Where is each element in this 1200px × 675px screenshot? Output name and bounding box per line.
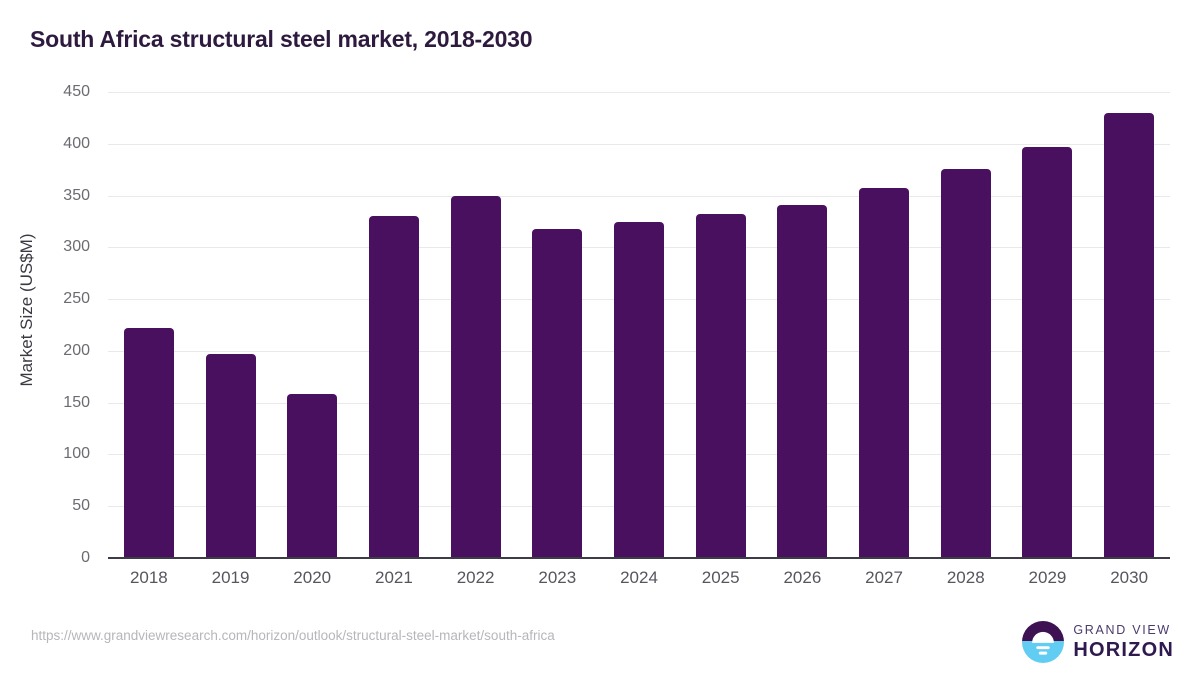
x-axis-tick-label: 2023 xyxy=(538,568,577,587)
y-axis-tick-label: 450 xyxy=(63,83,90,100)
logo-line-1: GRAND VIEW xyxy=(1073,623,1171,638)
x-axis-line xyxy=(108,557,1170,559)
x-axis-tick-label: 2029 xyxy=(1028,568,1067,587)
y-axis-tick-label: 100 xyxy=(63,445,90,463)
x-axis-tick-label: 2025 xyxy=(701,568,740,587)
bar-2018[interactable] xyxy=(123,328,174,558)
plot-area xyxy=(108,92,1170,559)
y-axis-tick-label: 300 xyxy=(63,238,90,256)
gridline xyxy=(108,143,1170,145)
bar-2020[interactable] xyxy=(287,394,338,558)
logo-wordmark: GRAND VIEW HORIZON xyxy=(1073,624,1174,660)
bar-2022[interactable] xyxy=(450,195,501,558)
x-axis-tick-label: 2030 xyxy=(1110,568,1149,587)
x-axis-tick-label: 2024 xyxy=(620,568,658,587)
gridline xyxy=(108,92,1170,93)
bar-2023[interactable] xyxy=(532,228,583,558)
bar-2029[interactable] xyxy=(1022,146,1073,558)
bar-2024[interactable] xyxy=(614,222,664,558)
bar-2025[interactable] xyxy=(695,214,746,558)
x-axis-tick-label: 2027 xyxy=(865,568,903,587)
bar-2019[interactable] xyxy=(205,354,256,558)
y-axis-tick-label: 200 xyxy=(63,341,90,359)
brand-logo[interactable]: GRAND VIEW HORIZON xyxy=(1022,620,1174,664)
x-axis-tick-label: 2022 xyxy=(456,568,495,587)
y-axis-tick-label: 50 xyxy=(72,497,90,515)
bar-2028[interactable] xyxy=(940,168,991,558)
x-axis-tick-label: 2020 xyxy=(293,568,332,587)
bar-2021[interactable] xyxy=(368,216,419,558)
source-url-text[interactable]: https://www.grandviewresearch.com/horizo… xyxy=(31,628,555,643)
x-axis-tick-labels: 2018 2019 2020 2021 2022 2023 2024 2025 2026 2027… xyxy=(108,568,1170,596)
x-axis-tick-label: 2019 xyxy=(211,568,250,587)
x-axis-tick-label: 2021 xyxy=(375,568,413,587)
y-axis-tick-label: 350 xyxy=(63,186,90,204)
x-axis-tick-label: 2028 xyxy=(946,568,985,587)
bar-2026[interactable] xyxy=(777,204,828,558)
grand-view-horizon-logo-icon xyxy=(1022,621,1065,663)
y-axis-tick-label: 400 xyxy=(63,134,90,152)
y-axis-tick-label: 150 xyxy=(63,393,90,411)
bar-2027[interactable] xyxy=(859,188,910,558)
x-axis-tick-label: 2018 xyxy=(129,568,168,587)
logo-line-2: HORIZON xyxy=(1073,638,1174,661)
x-axis-tick-label: 2026 xyxy=(783,568,822,587)
page-title: South Africa structural steel market, 20… xyxy=(30,26,533,52)
bar-2030[interactable] xyxy=(1104,112,1155,558)
y-axis-tick-label: 250 xyxy=(63,290,90,308)
gridline xyxy=(108,195,1170,197)
y-axis-tick-labels: 0 50 100 150 200 250 300 350 400 450 xyxy=(18,83,90,566)
y-axis-tick-label: 0 xyxy=(81,549,90,566)
